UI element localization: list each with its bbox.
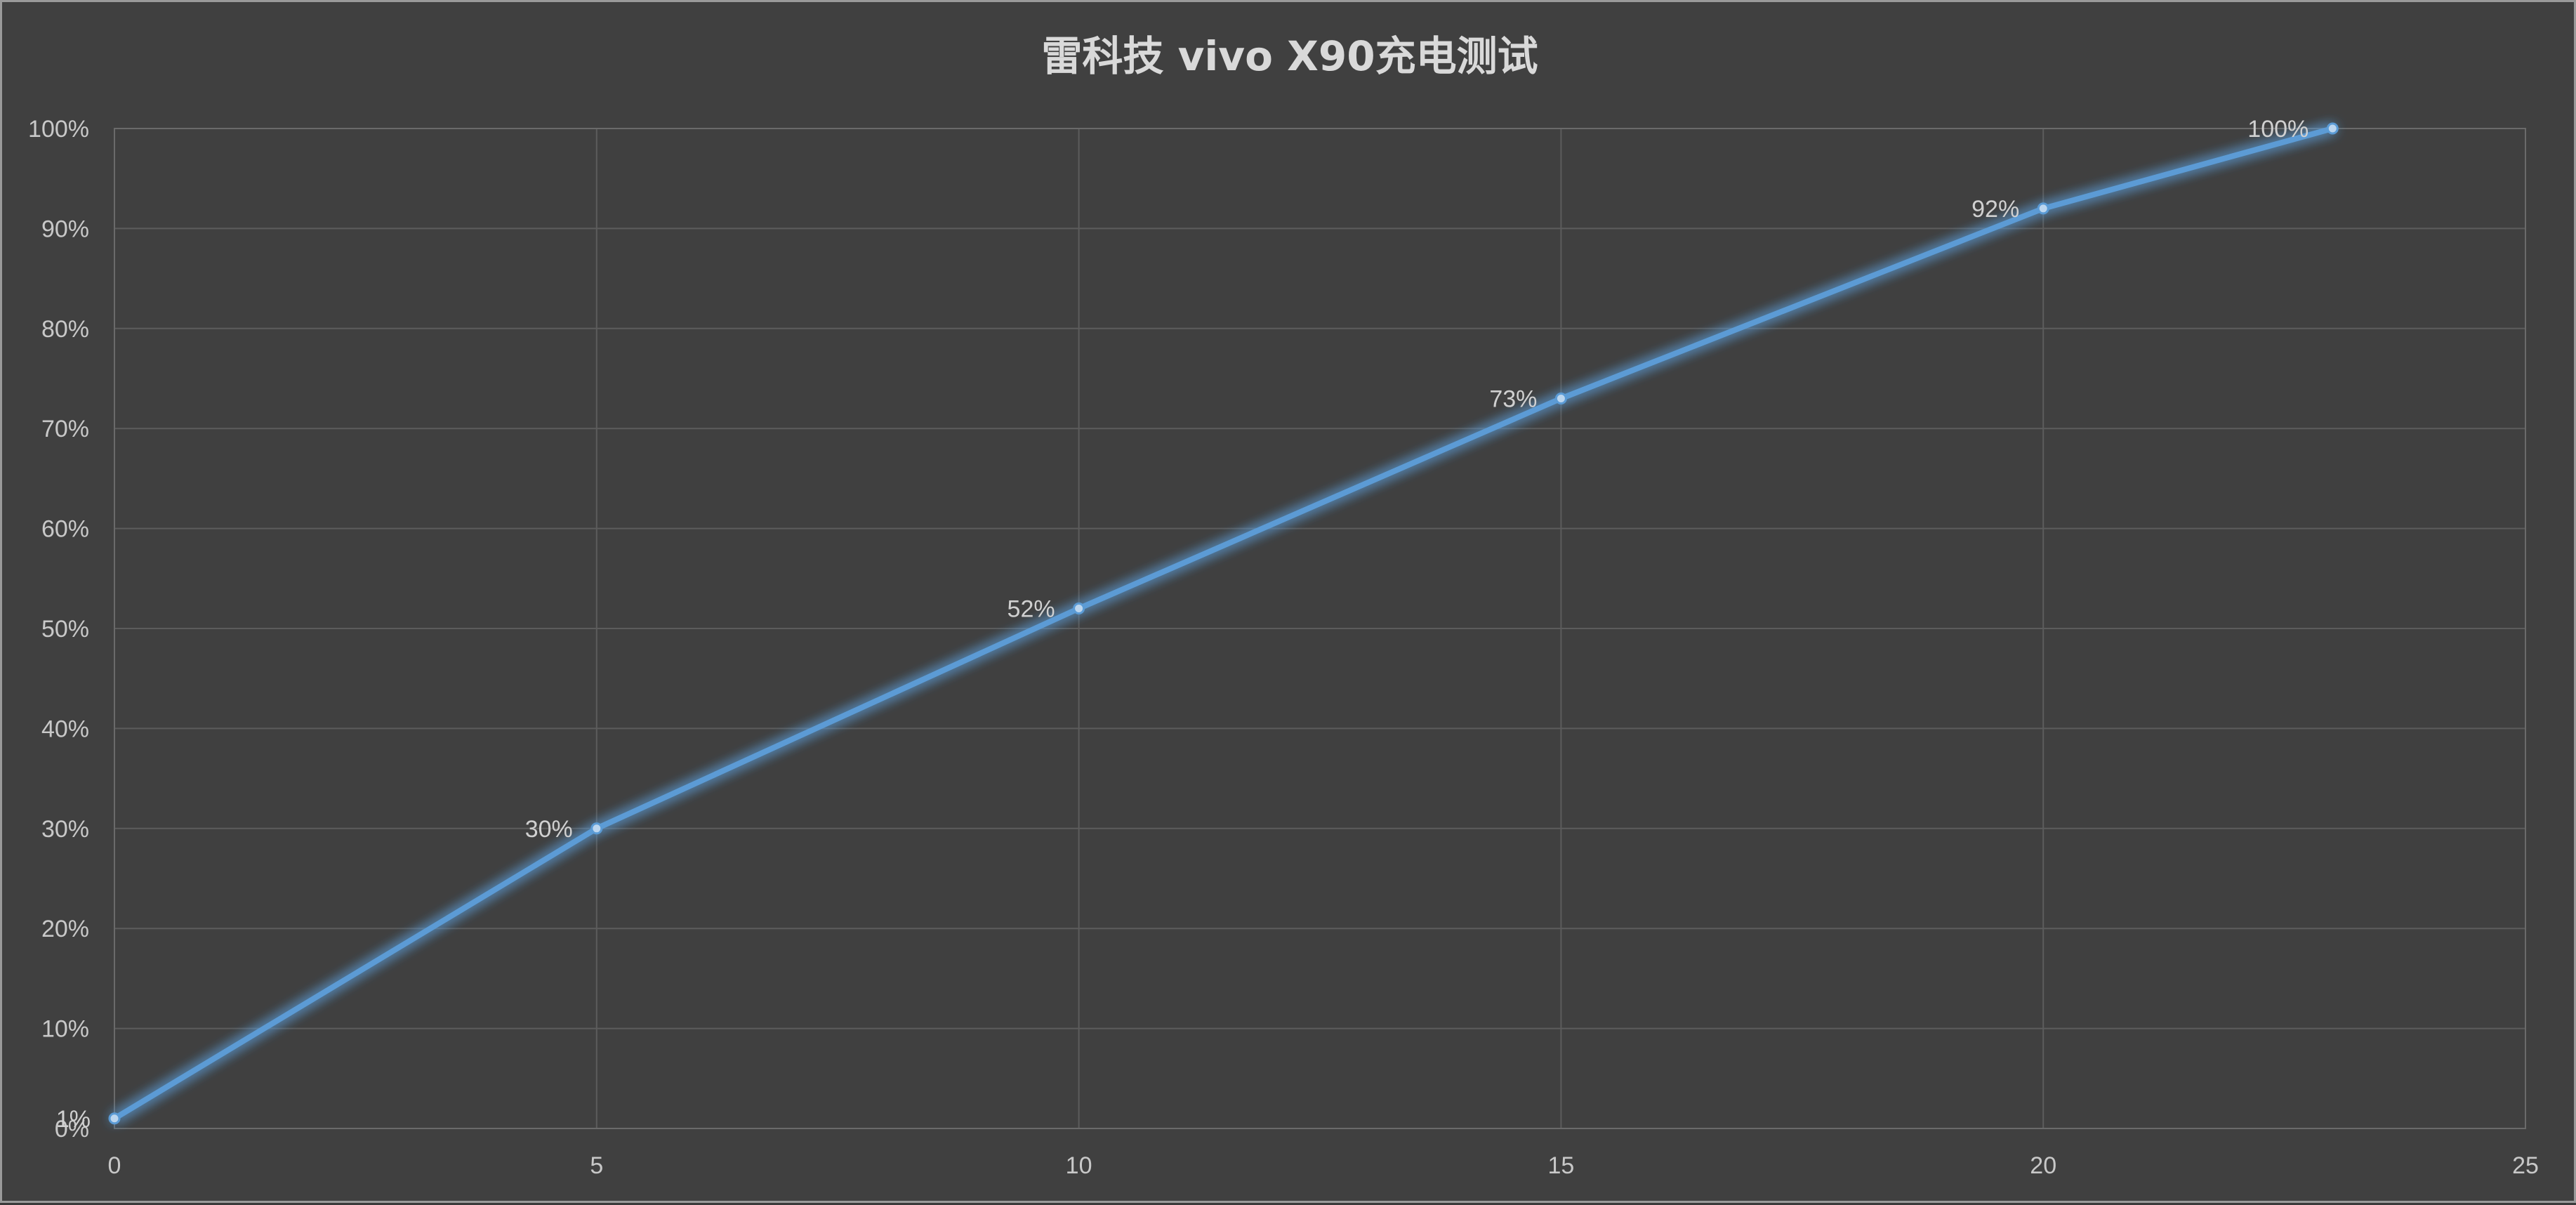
y-tick-label: 60% [41, 516, 89, 543]
series-layer [108, 122, 2339, 1125]
x-tick-label: 10 [1066, 1152, 1092, 1179]
y-tick-label: 10% [41, 1016, 89, 1043]
y-tick-label: 40% [41, 716, 89, 742]
y-tick-label: 30% [41, 816, 89, 843]
data-label: 92% [1971, 196, 2019, 223]
data-point [2037, 202, 2049, 215]
y-tick-label: 0% [55, 1116, 89, 1143]
x-tick-label: 20 [2030, 1152, 2056, 1179]
series-line [112, 126, 2336, 1121]
chart-title: 雷科技 vivo X90充电测试 [1041, 32, 1538, 80]
data-point [1554, 392, 1567, 404]
grid [114, 128, 2526, 1129]
x-tick-label: 25 [2512, 1152, 2539, 1179]
plot-area-border [114, 128, 2526, 1129]
data-point [2326, 122, 2339, 135]
x-tick-label: 5 [590, 1152, 603, 1179]
data-label: 1% [56, 1106, 91, 1133]
y-tick-label: 50% [41, 616, 89, 643]
data-label: 30% [525, 816, 573, 843]
data-labels: 1% 30% 52% 73% 92% 100% [56, 116, 2309, 1133]
y-tick-label: 80% [41, 316, 89, 343]
data-point [1073, 602, 1085, 615]
y-tick-label: 70% [41, 416, 89, 442]
y-tick-label: 90% [41, 216, 89, 242]
data-point [108, 1112, 121, 1125]
x-tick-label: 15 [1547, 1152, 1574, 1179]
data-point [590, 822, 603, 835]
x-tick-label: 0 [108, 1152, 121, 1179]
y-tick-label: 20% [41, 916, 89, 942]
data-label: 100% [2247, 116, 2309, 143]
data-label: 73% [1489, 386, 1537, 412]
x-axis-ticks: 0 5 10 15 20 25 [108, 1152, 2539, 1179]
y-axis-ticks: 0% 10% 20% 30% 40% 50% 60% 70% 80% 90% 100% [28, 116, 89, 1143]
data-label: 52% [1008, 596, 1055, 623]
y-tick-label: 100% [28, 116, 89, 143]
